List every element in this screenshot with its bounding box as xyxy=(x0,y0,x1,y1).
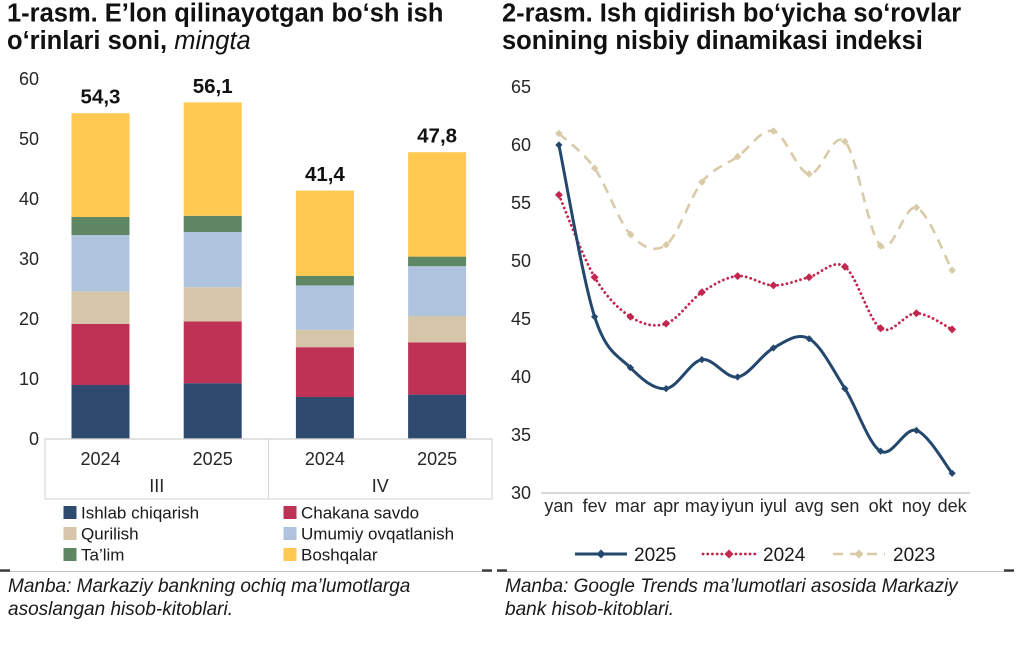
svg-text:2025: 2025 xyxy=(634,545,676,566)
svg-text:dek: dek xyxy=(938,496,968,516)
svg-text:Manba: Markaziy bankning ochiq: Manba: Markaziy bankning ochiq ma’lumotl… xyxy=(8,576,410,597)
svg-text:50: 50 xyxy=(19,129,39,149)
svg-text:60: 60 xyxy=(511,135,531,155)
svg-text:50: 50 xyxy=(511,251,531,271)
svg-text:Manba: Google Trends ma’lumotl: Manba: Google Trends ma’lumotlari asosid… xyxy=(505,576,959,597)
svg-text:20: 20 xyxy=(19,309,39,329)
svg-text:2025: 2025 xyxy=(417,449,457,469)
svg-text:okt: okt xyxy=(869,496,893,516)
svg-text:Ta’lim: Ta’lim xyxy=(81,546,124,565)
svg-text:IV: IV xyxy=(372,476,389,496)
svg-text:41,4: 41,4 xyxy=(305,163,345,186)
svg-text:2025: 2025 xyxy=(193,449,233,469)
svg-text:65: 65 xyxy=(511,77,531,97)
svg-text:45: 45 xyxy=(511,309,531,329)
svg-text:2-rasm. Ish qidirish bo‘yicha: 2-rasm. Ish qidirish bo‘yicha so‘rovlar xyxy=(502,0,961,28)
svg-text:Chakana savdo: Chakana savdo xyxy=(301,504,419,523)
svg-text:30: 30 xyxy=(19,249,39,269)
svg-text:2024: 2024 xyxy=(763,545,806,566)
svg-text:10: 10 xyxy=(19,369,39,389)
svg-text:bank hisob-kitoblari.: bank hisob-kitoblari. xyxy=(505,599,674,620)
svg-text:0: 0 xyxy=(29,429,39,449)
svg-text:asoslangan hisob-kitoblari.: asoslangan hisob-kitoblari. xyxy=(8,599,233,620)
svg-text:1-rasm. E’lon qilinayotgan bo‘: 1-rasm. E’lon qilinayotgan bo‘sh ish xyxy=(7,0,443,28)
svg-text:Boshqalar: Boshqalar xyxy=(301,546,378,565)
svg-text:60: 60 xyxy=(19,69,39,89)
svg-text:yan: yan xyxy=(544,496,573,516)
svg-text:sonining nisbiy dinamikasi ind: sonining nisbiy dinamikasi indeksi xyxy=(502,27,923,55)
svg-text:iyul: iyul xyxy=(760,496,787,516)
svg-text:sen: sen xyxy=(830,496,859,516)
svg-text:56,1: 56,1 xyxy=(193,75,233,98)
svg-text:Umumiy ovqatlanish: Umumiy ovqatlanish xyxy=(301,525,454,544)
svg-text:Ishlab chiqarish: Ishlab chiqarish xyxy=(81,504,199,523)
svg-text:mar: mar xyxy=(615,496,646,516)
svg-text:III: III xyxy=(149,476,164,496)
svg-text:47,8: 47,8 xyxy=(417,125,457,148)
svg-text:2023: 2023 xyxy=(893,545,935,566)
svg-text:35: 35 xyxy=(511,425,531,445)
svg-text:54,3: 54,3 xyxy=(81,86,121,109)
svg-text:40: 40 xyxy=(19,189,39,209)
svg-text:avg: avg xyxy=(795,496,824,516)
svg-text:fev: fev xyxy=(583,496,607,516)
svg-text:iyun: iyun xyxy=(721,496,754,516)
svg-text:55: 55 xyxy=(511,193,531,213)
svg-text:apr: apr xyxy=(653,496,679,516)
svg-text:40: 40 xyxy=(511,367,531,387)
svg-text:Qurilish: Qurilish xyxy=(81,525,139,544)
svg-text:2024: 2024 xyxy=(80,449,120,469)
svg-text:2024: 2024 xyxy=(305,449,345,469)
svg-text:noy: noy xyxy=(902,496,931,516)
svg-text:may: may xyxy=(685,496,719,516)
svg-text:o‘rinlari soni, mingta: o‘rinlari soni, mingta xyxy=(7,27,251,55)
svg-text:30: 30 xyxy=(511,483,531,503)
